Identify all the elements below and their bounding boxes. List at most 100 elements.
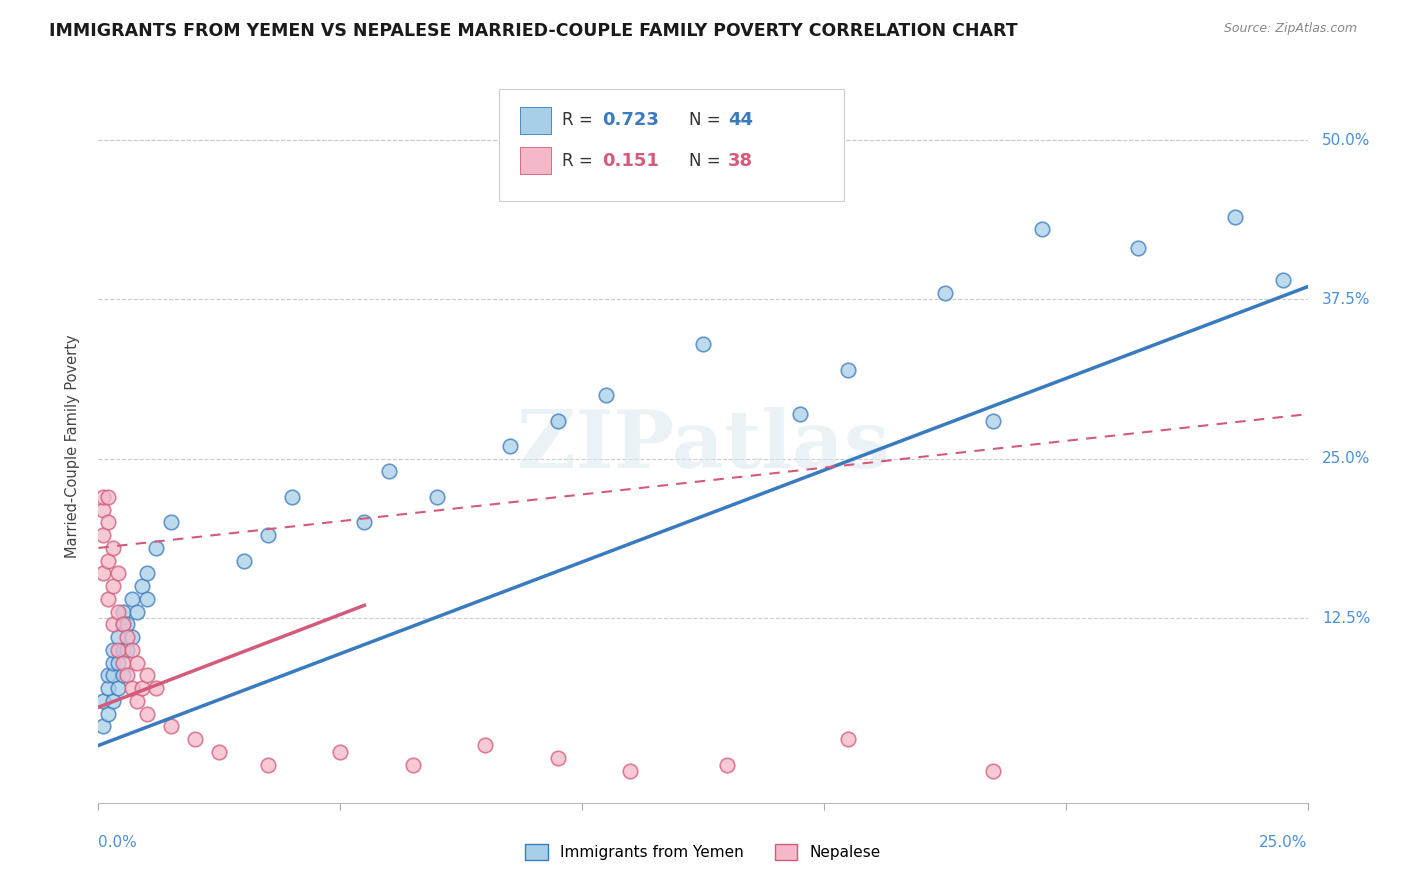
Point [595,388,617,402]
Text: Source: ZipAtlas.com: Source: ZipAtlas.com [1223,22,1357,36]
Text: 50.0%: 50.0% [1322,133,1371,148]
Point [107,566,129,581]
Point [117,630,139,644]
Point [97,490,120,504]
Point [619,764,641,778]
Point [426,490,449,504]
Point [97,516,120,530]
Point [1223,210,1246,224]
Point [131,681,153,695]
Point [1031,222,1053,236]
Text: 0.0%: 0.0% [98,835,138,850]
Point [101,541,124,555]
Point [789,407,811,421]
Text: R =: R = [562,112,599,129]
Point [184,732,207,747]
Point [692,337,714,351]
Text: 37.5%: 37.5% [1322,292,1371,307]
Point [934,286,956,301]
Text: IMMIGRANTS FROM YEMEN VS NEPALESE MARRIED-COUPLE FAMILY POVERTY CORRELATION CHAR: IMMIGRANTS FROM YEMEN VS NEPALESE MARRIE… [49,22,1018,40]
Point [107,656,129,670]
Point [329,745,352,759]
Point [121,630,143,644]
Point [107,630,129,644]
Point [107,643,129,657]
Point [837,732,859,747]
Point [91,719,114,733]
Text: R =: R = [562,152,599,169]
Text: N =: N = [689,152,725,169]
Point [97,554,120,568]
Point [160,516,183,530]
Point [474,739,496,753]
Point [101,579,124,593]
Point [97,668,120,682]
Point [135,566,157,581]
Point [208,745,231,759]
Point [135,591,157,606]
Point [131,579,153,593]
Point [97,681,120,695]
Text: N =: N = [689,112,725,129]
Point [981,764,1004,778]
Point [127,694,149,708]
Point [117,617,139,632]
Point [97,706,120,721]
Point [135,668,157,682]
Point [256,528,278,542]
Text: 25.0%: 25.0% [1260,835,1308,850]
Point [101,656,124,670]
Point [135,706,157,721]
Point [160,719,183,733]
Point [377,465,399,479]
Point [1272,273,1295,287]
Point [101,694,124,708]
Text: ZIPatlas: ZIPatlas [517,407,889,485]
Point [837,362,859,376]
Text: 38: 38 [728,152,754,169]
Point [117,668,139,682]
Point [127,605,149,619]
Point [232,554,254,568]
Point [256,757,278,772]
Point [121,643,143,657]
Point [107,605,129,619]
Point [281,490,304,504]
Point [101,617,124,632]
Point [91,694,114,708]
Legend: Immigrants from Yemen, Nepalese: Immigrants from Yemen, Nepalese [519,838,887,866]
Point [402,757,425,772]
Point [111,643,134,657]
Text: 44: 44 [728,112,754,129]
Point [111,656,134,670]
Point [111,617,134,632]
Point [121,681,143,695]
Y-axis label: Married-Couple Family Poverty: Married-Couple Family Poverty [65,334,80,558]
Text: 25.0%: 25.0% [1322,451,1371,467]
Point [547,413,569,427]
Point [1128,242,1150,256]
Text: 0.151: 0.151 [602,152,658,169]
Point [97,591,120,606]
Point [121,591,143,606]
Point [111,617,134,632]
Text: 0.723: 0.723 [602,112,658,129]
Point [111,605,134,619]
Text: 12.5%: 12.5% [1322,610,1371,625]
Point [145,681,167,695]
Point [107,681,129,695]
Point [91,528,114,542]
Point [127,656,149,670]
Point [353,516,375,530]
Point [117,643,139,657]
Point [981,413,1004,427]
Point [498,439,520,453]
Point [91,502,114,516]
Point [111,668,134,682]
Point [145,541,167,555]
Point [101,643,124,657]
Point [547,751,569,765]
Point [91,490,114,504]
Point [91,566,114,581]
Point [716,757,738,772]
